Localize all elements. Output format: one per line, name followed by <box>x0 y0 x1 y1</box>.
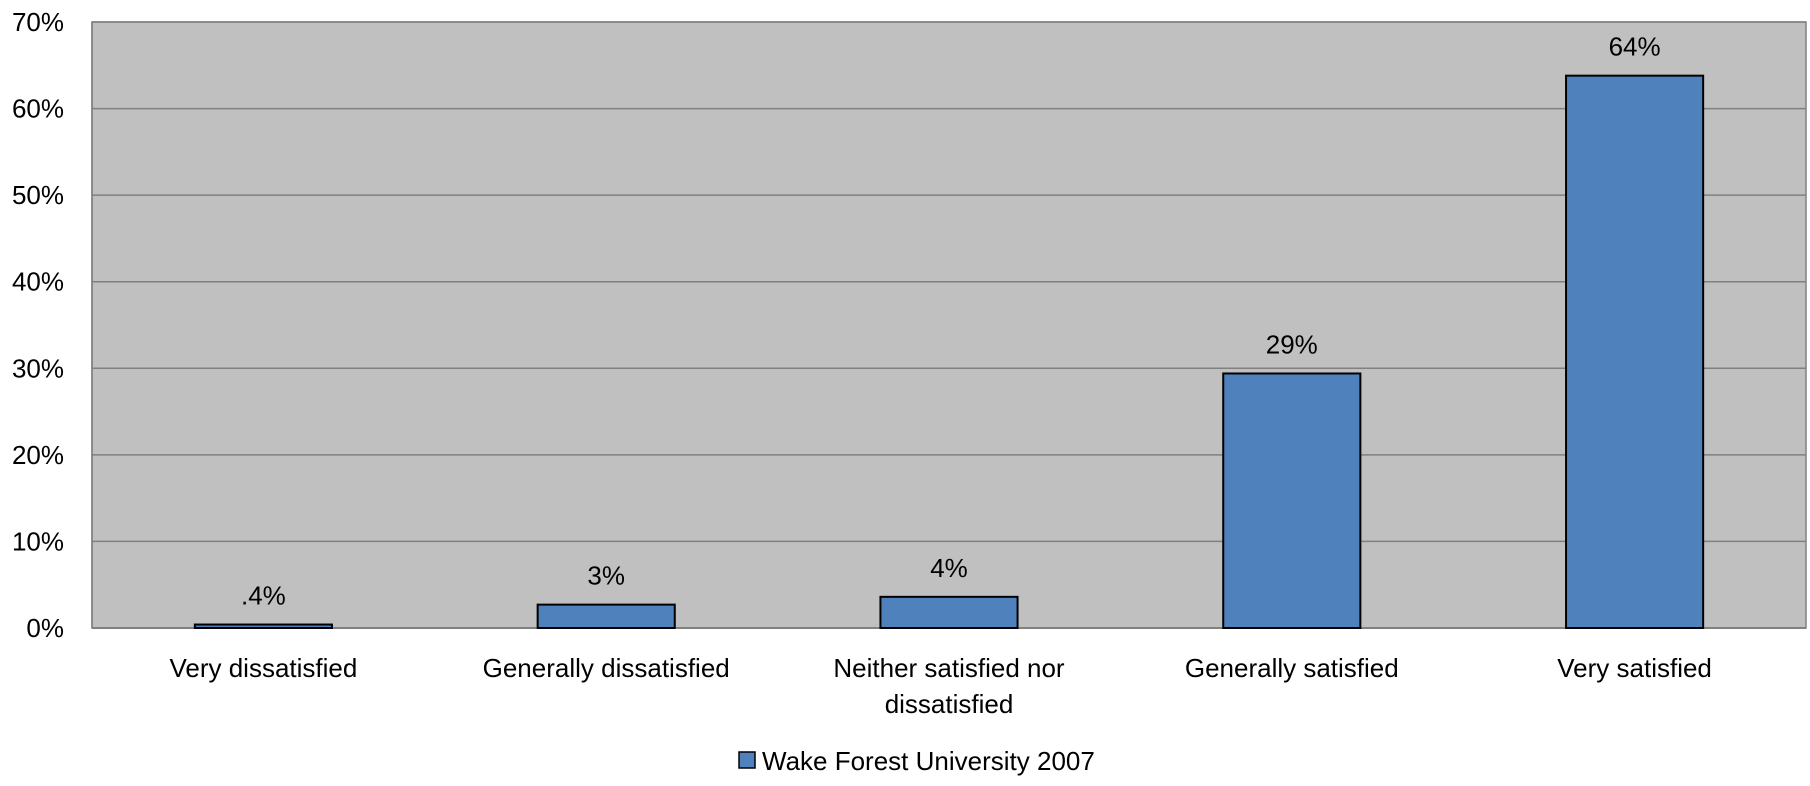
x-tick-label: Generally satisfied <box>1185 653 1399 683</box>
bar <box>193 623 333 630</box>
bar <box>1222 372 1362 630</box>
bar <box>879 595 1019 630</box>
legend-label: Wake Forest University 2007 <box>762 746 1095 776</box>
y-tick-label: 50% <box>12 180 64 210</box>
x-tick-label: Generally dissatisfied <box>483 653 730 683</box>
plot-area <box>91 21 1807 629</box>
data-label: 4% <box>930 553 968 583</box>
gridlines <box>92 21 1806 543</box>
data-label: .4% <box>241 581 286 611</box>
x-tick-label: Neither satisfied nor <box>833 653 1065 683</box>
bar <box>536 603 676 630</box>
y-tick-label: 0% <box>26 613 64 643</box>
legend-swatch <box>738 751 756 769</box>
x-tick-label: Very satisfied <box>1557 653 1712 683</box>
data-label: 29% <box>1266 329 1318 359</box>
x-tick-label: dissatisfied <box>885 689 1014 719</box>
y-tick-label: 60% <box>12 94 64 124</box>
x-axis: Very dissatisfied Generally dissatisfied N… <box>169 653 1711 719</box>
data-labels: .4% 3% 4% 29% 64% <box>241 32 1661 611</box>
legend: Wake Forest University 2007 <box>738 746 1095 776</box>
y-tick-label: 10% <box>12 526 64 556</box>
plot-background <box>91 21 1807 629</box>
y-tick-label: 70% <box>12 7 64 37</box>
y-tick-label: 40% <box>12 267 64 297</box>
y-tick-label: 20% <box>12 440 64 470</box>
data-label: 3% <box>587 561 625 591</box>
y-tick-label: 30% <box>12 353 64 383</box>
data-label: 64% <box>1609 32 1661 62</box>
bar <box>1565 74 1705 630</box>
x-tick-label: Very dissatisfied <box>169 653 357 683</box>
bars <box>193 74 1705 630</box>
